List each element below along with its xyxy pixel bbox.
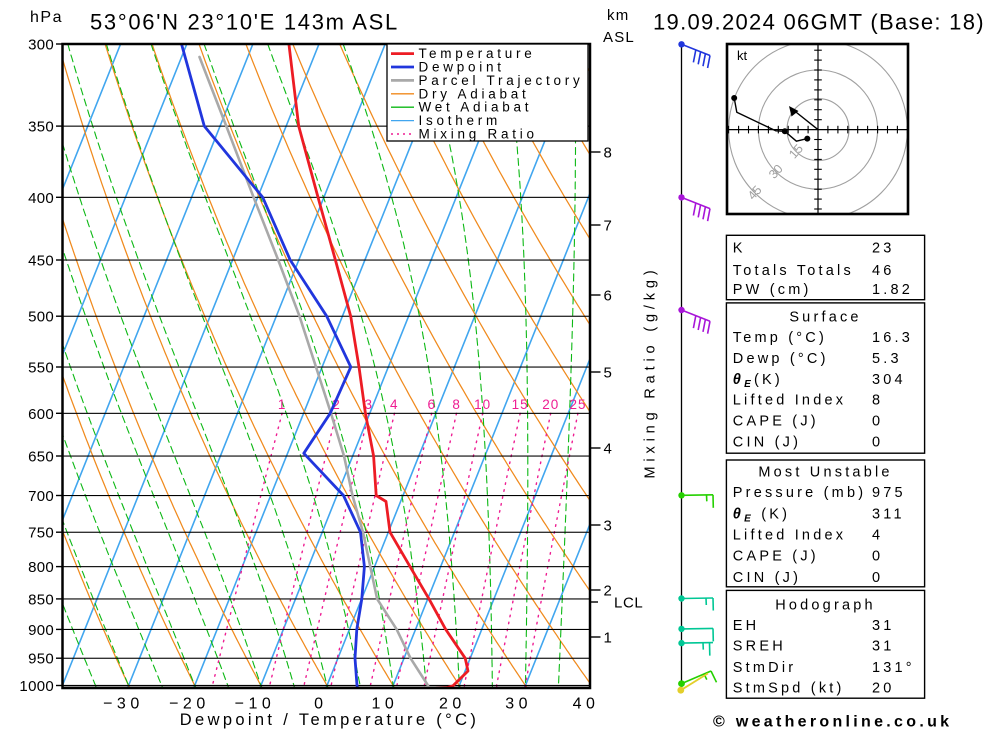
svg-text:0: 0 bbox=[872, 549, 883, 565]
svg-text:31: 31 bbox=[872, 639, 895, 655]
svg-text:3: 3 bbox=[604, 518, 612, 535]
svg-text:Temp (°C): Temp (°C) bbox=[733, 330, 827, 346]
svg-text:8: 8 bbox=[872, 393, 883, 409]
svg-text:950: 950 bbox=[28, 651, 54, 668]
svg-text:Totals Totals: Totals Totals bbox=[733, 263, 854, 279]
svg-text:8: 8 bbox=[604, 145, 612, 162]
svg-text:Most Unstable: Most Unstable bbox=[758, 464, 892, 480]
svg-text:500: 500 bbox=[28, 309, 54, 326]
svg-text:40: 40 bbox=[573, 696, 600, 713]
svg-text:311: 311 bbox=[872, 507, 905, 523]
svg-text:53°06'N 23°10'E 143m ASL: 53°06'N 23°10'E 143m ASL bbox=[90, 10, 399, 35]
svg-text:Lifted Index: Lifted Index bbox=[733, 393, 846, 409]
svg-text:6: 6 bbox=[604, 288, 612, 305]
svg-text:750: 750 bbox=[28, 525, 54, 542]
svg-text:Mixing Ratio (g/kg): Mixing Ratio (g/kg) bbox=[643, 265, 659, 478]
svg-text:© weatheronline.co.uk: © weatheronline.co.uk bbox=[713, 714, 952, 731]
svg-text:PW (cm): PW (cm) bbox=[733, 282, 812, 298]
svg-text:850: 850 bbox=[28, 591, 54, 608]
svg-text:15: 15 bbox=[512, 397, 529, 412]
svg-text:20: 20 bbox=[872, 681, 895, 697]
svg-text:304: 304 bbox=[872, 372, 906, 388]
svg-text:650: 650 bbox=[28, 449, 54, 466]
svg-text:kt: kt bbox=[737, 48, 748, 63]
svg-text:10: 10 bbox=[372, 696, 399, 713]
svg-text:19.09.2024 06GMT (Base: 18): 19.09.2024 06GMT (Base: 18) bbox=[653, 10, 985, 35]
svg-text:700: 700 bbox=[28, 488, 54, 505]
svg-text:1: 1 bbox=[604, 630, 612, 647]
svg-text:550: 550 bbox=[28, 360, 54, 377]
svg-text:975: 975 bbox=[872, 485, 906, 501]
svg-text:Dewp (°C): Dewp (°C) bbox=[733, 351, 829, 367]
svg-text:5: 5 bbox=[604, 365, 612, 382]
svg-text:CAPE (J): CAPE (J) bbox=[733, 414, 819, 430]
svg-text:450: 450 bbox=[28, 253, 54, 270]
svg-text:km: km bbox=[607, 7, 629, 24]
svg-text:−20: −20 bbox=[169, 696, 210, 713]
svg-text:300: 300 bbox=[28, 37, 54, 54]
svg-text:30: 30 bbox=[505, 696, 532, 713]
svg-text:8: 8 bbox=[452, 397, 461, 412]
svg-text:350: 350 bbox=[28, 119, 54, 136]
svg-text:θE (K): θE (K) bbox=[733, 507, 790, 525]
svg-text:4: 4 bbox=[390, 397, 399, 412]
svg-text:131°: 131° bbox=[872, 660, 915, 676]
svg-text:ASL: ASL bbox=[603, 29, 635, 46]
svg-text:800: 800 bbox=[28, 559, 54, 576]
svg-text:−30: −30 bbox=[103, 696, 144, 713]
svg-text:Hodograph: Hodograph bbox=[775, 597, 876, 613]
svg-text:16.3: 16.3 bbox=[872, 330, 913, 346]
svg-text:StmDir: StmDir bbox=[733, 660, 797, 676]
svg-text:Pressure (mb): Pressure (mb) bbox=[733, 485, 866, 501]
svg-text:10: 10 bbox=[474, 397, 491, 412]
svg-text:−10: −10 bbox=[235, 696, 276, 713]
svg-text:CIN (J): CIN (J) bbox=[733, 434, 801, 450]
svg-text:7: 7 bbox=[604, 218, 612, 235]
svg-text:1.82: 1.82 bbox=[872, 282, 913, 298]
svg-text:Lifted Index: Lifted Index bbox=[733, 528, 846, 544]
svg-text:20: 20 bbox=[542, 397, 559, 412]
svg-text:SREH: SREH bbox=[733, 639, 786, 655]
svg-text:600: 600 bbox=[28, 406, 54, 423]
svg-text:46: 46 bbox=[872, 263, 895, 279]
svg-text:2: 2 bbox=[604, 583, 612, 600]
svg-text:1: 1 bbox=[278, 397, 287, 412]
svg-text:20: 20 bbox=[439, 696, 466, 713]
svg-text:23: 23 bbox=[872, 240, 895, 256]
svg-text:K: K bbox=[733, 240, 746, 256]
svg-text:θE(K): θE(K) bbox=[733, 372, 783, 390]
svg-text:Surface: Surface bbox=[789, 309, 861, 325]
svg-text:6: 6 bbox=[427, 397, 436, 412]
svg-text:0: 0 bbox=[872, 414, 883, 430]
svg-text:Dewpoint / Temperature (°C): Dewpoint / Temperature (°C) bbox=[180, 711, 479, 729]
svg-text:5.3: 5.3 bbox=[872, 351, 902, 367]
svg-text:StmSpd (kt): StmSpd (kt) bbox=[733, 681, 845, 697]
svg-text:900: 900 bbox=[28, 622, 54, 639]
svg-text:31: 31 bbox=[872, 618, 895, 634]
svg-text:CAPE (J): CAPE (J) bbox=[733, 549, 819, 565]
svg-text:LCL: LCL bbox=[614, 595, 643, 612]
svg-text:1000: 1000 bbox=[19, 678, 54, 695]
svg-text:hPa: hPa bbox=[30, 9, 63, 26]
svg-text:CIN (J): CIN (J) bbox=[733, 570, 801, 586]
svg-text:25: 25 bbox=[569, 397, 586, 412]
svg-text:400: 400 bbox=[28, 190, 54, 207]
svg-text:4: 4 bbox=[604, 441, 612, 458]
svg-text:Mixing Ratio: Mixing Ratio bbox=[419, 127, 538, 142]
svg-text:4: 4 bbox=[872, 528, 883, 544]
svg-text:0: 0 bbox=[872, 434, 883, 450]
svg-text:EH: EH bbox=[733, 618, 760, 634]
svg-text:0: 0 bbox=[872, 570, 883, 586]
svg-text:0: 0 bbox=[314, 696, 327, 713]
